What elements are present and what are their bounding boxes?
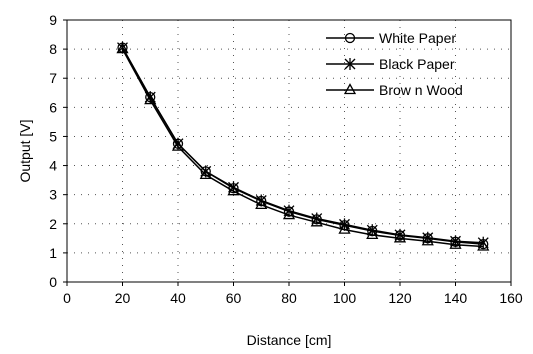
x-tick-label: 140 <box>444 290 468 306</box>
y-tick-label: 4 <box>49 158 57 174</box>
data-point <box>199 168 212 180</box>
x-tick-label: 100 <box>333 290 357 306</box>
data-point <box>171 139 185 151</box>
data-point <box>227 184 240 196</box>
data-point <box>144 93 157 105</box>
y-axis-label: Output [V] <box>17 119 33 182</box>
x-tick-label: 120 <box>388 290 412 306</box>
y-tick-label: 6 <box>49 99 57 115</box>
legend: White Paper Black Paper Brow n Wood <box>326 30 463 98</box>
x-tick-label: 20 <box>115 290 131 306</box>
series-1 <box>117 42 489 250</box>
legend-label: White Paper <box>379 30 456 46</box>
legend-marker <box>344 58 356 70</box>
data-point <box>421 234 434 246</box>
axis-ticks: 0 20 40 60 80 100 120 140 160 0 1 2 3 4 5 6 7 8 9 <box>49 12 523 306</box>
data-point <box>477 239 490 251</box>
y-tick-label: 1 <box>49 245 57 261</box>
data-point <box>310 215 323 227</box>
y-tick-label: 8 <box>49 41 57 57</box>
data-point <box>449 237 462 249</box>
data-point <box>255 198 268 210</box>
legend-marker <box>343 83 357 95</box>
x-tick-label: 40 <box>170 290 186 306</box>
y-tick-label: 7 <box>49 70 57 86</box>
data-point <box>338 222 351 234</box>
legend-label: Brow n Wood <box>379 82 463 98</box>
data-point <box>282 208 296 220</box>
legend-label: Black Paper <box>379 56 455 72</box>
series-line <box>121 48 484 248</box>
x-axis-label: Distance [cm] <box>247 332 332 348</box>
legend-marker <box>344 32 356 44</box>
y-tick-label: 2 <box>49 216 57 232</box>
y-tick-label: 5 <box>49 128 57 144</box>
y-tick-label: 3 <box>49 187 57 203</box>
legend-entry: Black Paper <box>326 56 455 72</box>
x-tick-label: 80 <box>281 290 297 306</box>
series-group <box>116 41 490 251</box>
x-tick-label: 60 <box>226 290 242 306</box>
x-tick-label: 0 <box>63 290 71 306</box>
legend-entry: Brow n Wood <box>326 82 463 98</box>
series-3 <box>116 42 490 251</box>
x-tick-label: 160 <box>499 290 523 306</box>
y-tick-label: 9 <box>49 12 57 28</box>
legend-entry: White Paper <box>326 30 456 46</box>
data-point <box>366 228 379 239</box>
data-point <box>116 42 129 54</box>
y-tick-label: 0 <box>49 274 57 290</box>
data-point <box>393 231 407 243</box>
